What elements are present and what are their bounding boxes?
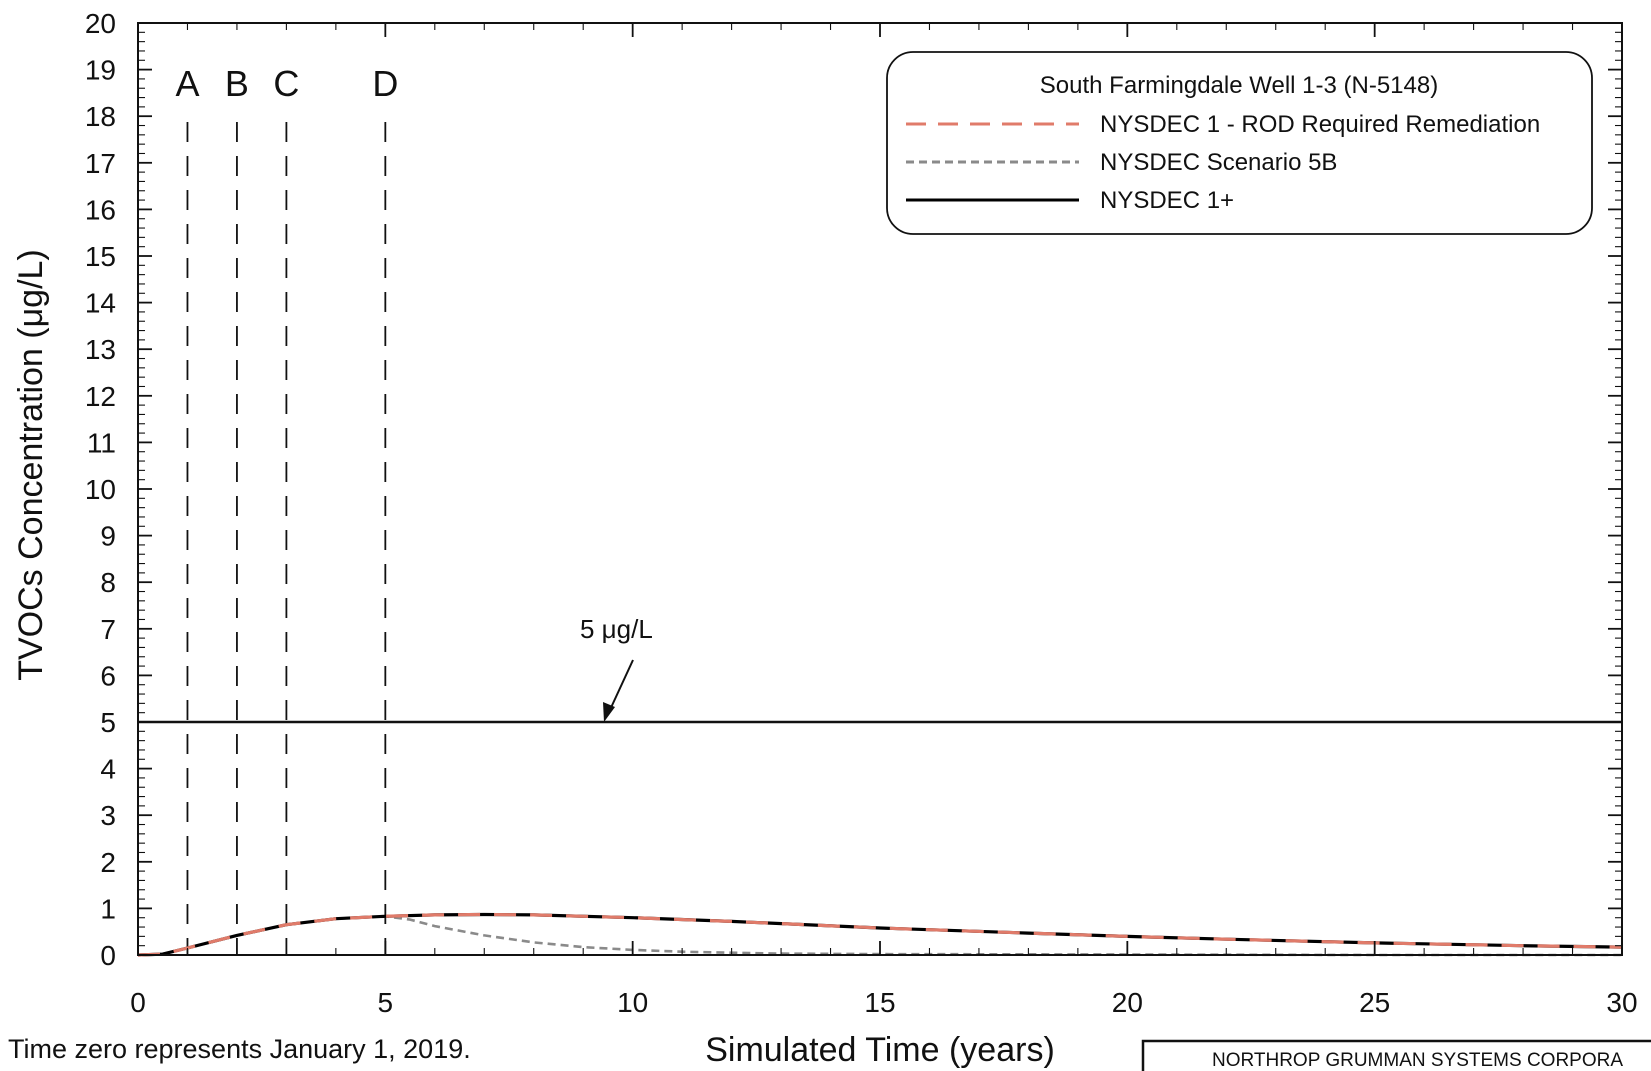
legend-label-scenario5b: NYSDEC Scenario 5B <box>1100 149 1337 176</box>
y-tick-label: 16 <box>85 194 116 225</box>
x-tick-label: 10 <box>617 987 648 1018</box>
y-tick-label: 17 <box>85 148 116 179</box>
y-tick-label: 13 <box>85 334 116 365</box>
corporate-box-text: NORTHROP GRUMMAN SYSTEMS CORPORA <box>1212 1050 1623 1071</box>
x-tick-label: 5 <box>378 987 394 1018</box>
x-tick-label: 30 <box>1606 987 1637 1018</box>
y-tick-label: 6 <box>100 660 116 691</box>
reference-annotation: 5 μg/L <box>580 614 653 722</box>
marker-label-b: B <box>225 63 249 104</box>
y-tick-label: 11 <box>87 427 116 458</box>
y-axis-title: TVOCs Concentration (μg/L) <box>12 249 50 681</box>
footnote: Time zero represents January 1, 2019. <box>8 1034 471 1064</box>
y-tick-label: 15 <box>85 241 116 272</box>
series-line-0 <box>137 912 1623 957</box>
legend-box <box>886 51 1593 235</box>
y-tick-label: 12 <box>85 381 116 412</box>
corporate-title-box: NORTHROP GRUMMAN SYSTEMS CORPORA <box>1141 1039 1651 1071</box>
y-tick-label: 10 <box>85 474 116 505</box>
y-tick-label: 7 <box>100 614 116 645</box>
y-tick-label: 1 <box>100 893 116 924</box>
y-tick-label: 18 <box>85 101 116 132</box>
marker-label-d: D <box>372 63 398 104</box>
y-tick-label: 14 <box>85 288 116 319</box>
x-tick-label: 25 <box>1359 987 1390 1018</box>
reference-line-label: 5 μg/L <box>580 614 653 644</box>
y-tick-label: 4 <box>100 754 116 785</box>
legend-label-nysdec1plus: NYSDEC 1+ <box>1100 187 1234 214</box>
y-tick-label: 19 <box>85 55 116 86</box>
x-tick-label: 15 <box>864 987 895 1018</box>
y-tick-label: 8 <box>100 567 116 598</box>
marker-label-c: C <box>273 63 299 104</box>
x-tick-label: 20 <box>1112 987 1143 1018</box>
y-tick-label: 20 <box>85 8 116 39</box>
y-tick-label: 0 <box>100 940 116 971</box>
reference-arrow-shaft <box>608 659 634 713</box>
vertical-marker-lines <box>186 122 387 955</box>
y-tick-label: 9 <box>100 521 116 552</box>
legend-label-nysdec1: NYSDEC 1 - ROD Required Remediation <box>1100 111 1540 138</box>
y-tick-label: 2 <box>100 847 116 878</box>
y-tick-label: 3 <box>100 800 116 831</box>
ticks <box>137 22 1623 956</box>
legend-title: South Farmingdale Well 1-3 (N-5148) <box>1040 72 1438 99</box>
reference-arrow-head <box>603 702 615 722</box>
legend: South Farmingdale Well 1-3 (N-5148) NYSD… <box>886 51 1593 235</box>
marker-label-a: A <box>175 63 199 104</box>
x-axis-title: Simulated Time (years) <box>705 1031 1055 1069</box>
corporate-box-border <box>1141 1039 1651 1071</box>
y-tick-label: 5 <box>100 707 116 738</box>
x-tick-label: 0 <box>130 987 146 1018</box>
